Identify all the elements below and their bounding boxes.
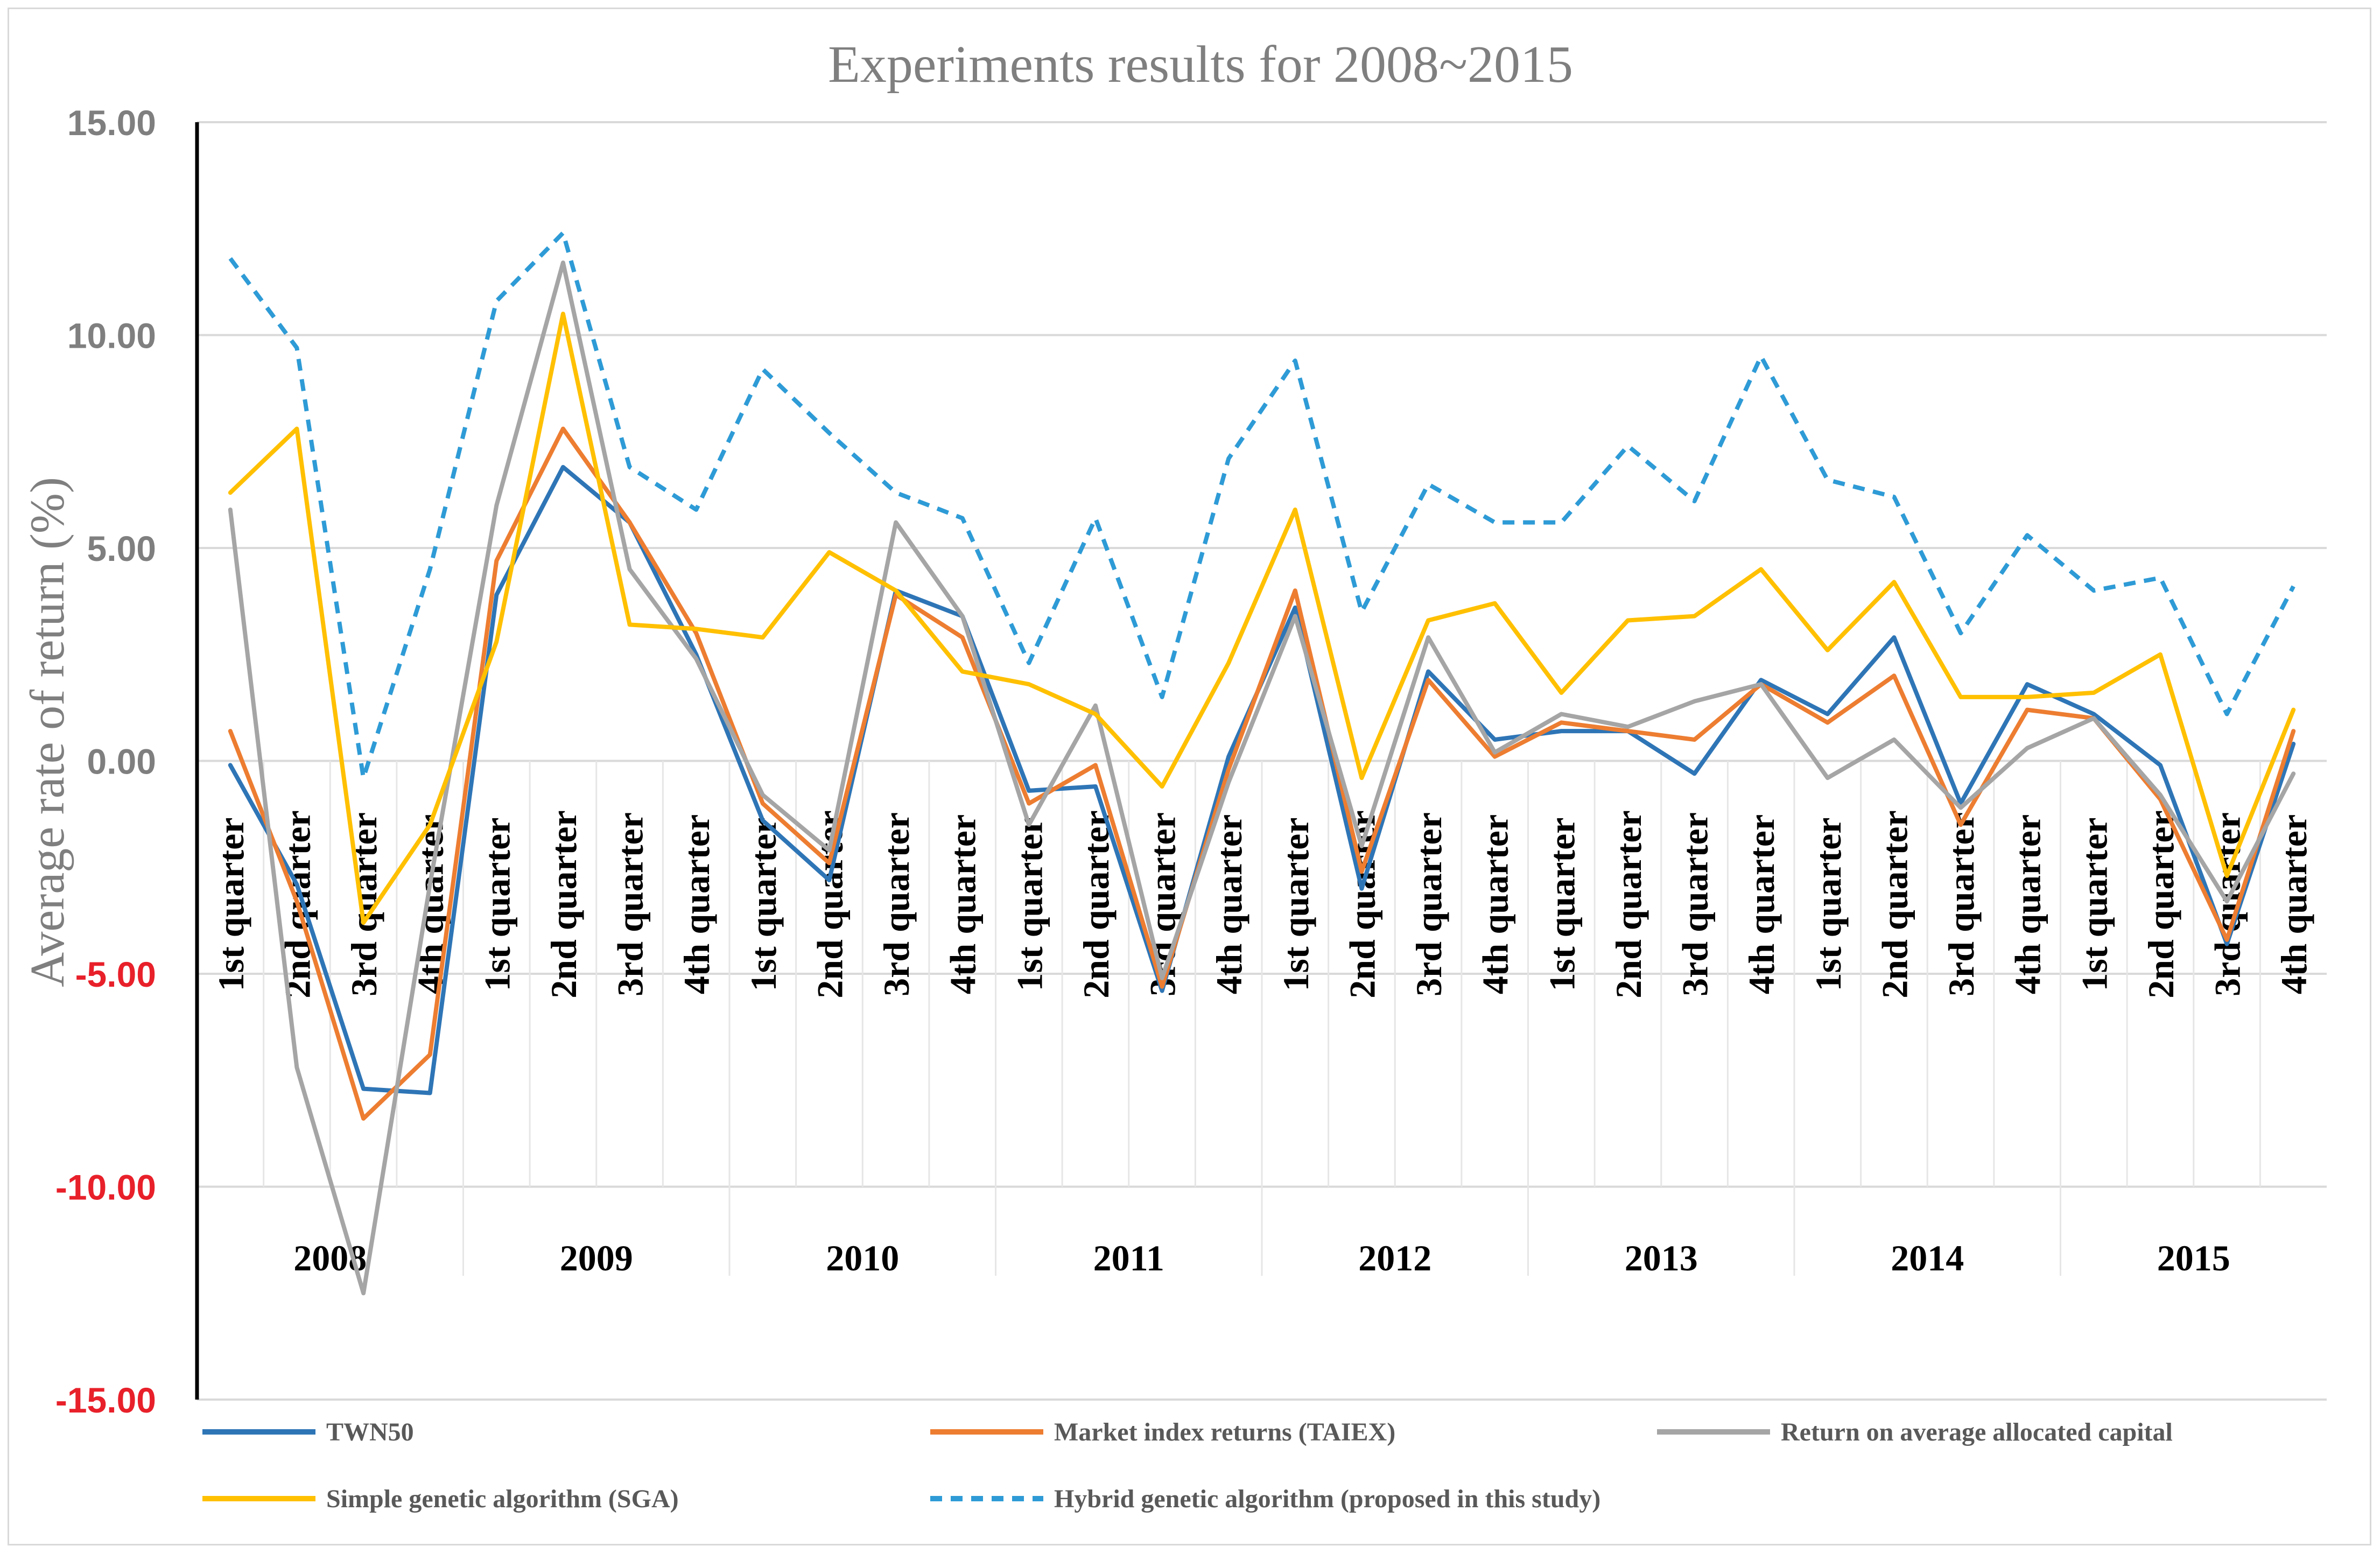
year-label: 2011	[1093, 1238, 1164, 1278]
y-tick-label: -5.00	[75, 954, 156, 994]
series-line	[228, 426, 2296, 1121]
quarter-label: 4th quarter	[2273, 814, 2314, 994]
quarter-label: 4th quarter	[1209, 814, 1249, 994]
quarter-label: 2nd quarter	[1076, 810, 1117, 998]
quarter-label: 2nd quarter	[2140, 810, 2181, 998]
y-tick-label: 15.00	[67, 103, 156, 143]
year-label: 2012	[1358, 1238, 1431, 1278]
year-label: 2015	[2157, 1238, 2230, 1278]
quarter-label: 2nd quarter	[1874, 810, 1915, 998]
quarter-label: 3rd quarter	[1142, 812, 1183, 996]
quarter-label: 3rd quarter	[1675, 812, 1716, 996]
y-tick-label: 10.00	[67, 316, 156, 356]
quarter-label: 3rd quarter	[610, 812, 651, 996]
legend-label: Market index returns (TAIEX)	[1054, 1418, 1395, 1446]
series-line	[228, 230, 2295, 781]
quarter-label: 3rd quarter	[876, 812, 917, 996]
year-label: 2013	[1625, 1238, 1698, 1278]
quarter-label: 2nd quarter	[543, 810, 584, 998]
y-tick-label: -10.00	[55, 1168, 156, 1207]
series-line	[228, 261, 2296, 1296]
series-lines	[228, 230, 2296, 1296]
legend-label: Simple genetic algorithm (SGA)	[326, 1485, 679, 1513]
year-label: 2014	[1891, 1238, 1964, 1278]
quarter-label: 4th quarter	[676, 814, 717, 994]
chart-title: Experiments results for 2008~2015	[828, 36, 1573, 94]
quarter-label: 1st quarter	[1009, 818, 1050, 992]
quarter-label: 1st quarter	[210, 818, 251, 992]
quarter-label: 3rd quarter	[1941, 812, 1982, 996]
quarter-label: 2nd quarter	[1608, 810, 1649, 998]
quarter-label: 1st quarter	[1808, 818, 1849, 992]
quarter-label: 1st quarter	[1541, 818, 1582, 992]
series-line	[228, 312, 2296, 925]
legend-label: Return on average allocated capital	[1781, 1418, 2173, 1446]
chart-frame	[8, 8, 2371, 1545]
legend: TWN50 Market index returns (TAIEX) Return …	[202, 1418, 2173, 1513]
quarter-label: 3rd quarter	[1408, 812, 1449, 996]
y-axis-label: Average rate of return (%)	[21, 477, 74, 987]
legend-label: TWN50	[326, 1418, 414, 1446]
gridlines	[197, 121, 2327, 1401]
quarter-label: 4th quarter	[1475, 814, 1516, 994]
legend-label: Hybrid genetic algorithm (proposed in th…	[1054, 1485, 1600, 1513]
quarter-label: 4th quarter	[2007, 814, 2048, 994]
y-tick-labels: 15.00 10.00 5.00 0.00 -5.00 -10.00 -15.00	[55, 103, 156, 1420]
quarter-label: 1st quarter	[1275, 818, 1316, 992]
quarter-label: 4th quarter	[1741, 814, 1782, 994]
quarter-label: 4th quarter	[943, 814, 984, 994]
category-axis: 1st quarter 2nd quarter 3rd quarter 4th qua…	[195, 122, 2314, 1400]
quarter-label: 1st quarter	[743, 818, 784, 992]
quarter-label: 1st quarter	[2074, 818, 2115, 992]
year-label: 2009	[560, 1238, 633, 1278]
year-label: 2010	[826, 1238, 899, 1278]
quarter-label: 1st quarter	[476, 818, 517, 992]
y-tick-label: 0.00	[87, 742, 156, 782]
y-tick-label: -15.00	[55, 1380, 156, 1420]
y-tick-label: 5.00	[87, 529, 156, 568]
